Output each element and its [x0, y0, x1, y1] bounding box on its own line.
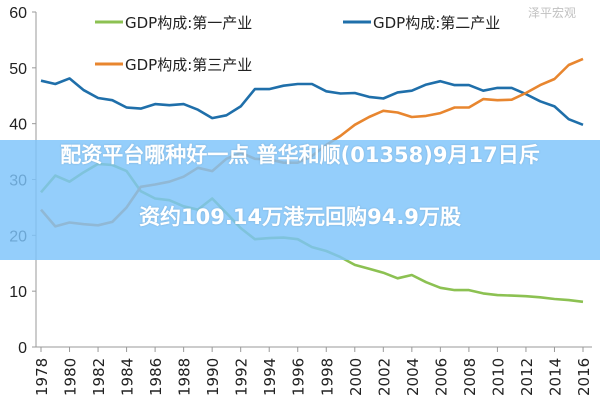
x-tick-label: 1996 [290, 358, 308, 396]
x-tick-label: 2014 [546, 358, 564, 396]
legend-label: GDP构成:第二产业 [373, 14, 500, 32]
x-tick-label: 1990 [204, 358, 222, 396]
y-tick-label: 60 [9, 5, 27, 22]
watermark: 泽平宏观 [528, 6, 577, 20]
x-tick-label: 1994 [261, 358, 279, 396]
y-tick-label: 50 [9, 61, 27, 78]
x-tick-label: 2008 [461, 358, 479, 396]
x-tick-label: 2002 [375, 358, 393, 396]
x-tick-label: 2004 [404, 358, 422, 396]
x-tick-label: 2012 [518, 358, 536, 396]
y-tick-label: 40 [9, 117, 27, 134]
x-tick-label: 1978 [33, 358, 51, 396]
x-tick-label: 2016 [575, 358, 593, 396]
x-tick-label: 1998 [318, 358, 336, 396]
x-tick-label: 2000 [347, 358, 365, 396]
series-line-2 [40, 77, 584, 127]
x-tick-label: 1988 [176, 358, 194, 396]
legend-label: GDP构成:第一产业 [125, 14, 252, 32]
headline-line-2: 资约109.14万港元回购94.9万股 [139, 205, 461, 229]
legend-label: GDP构成:第三产业 [125, 56, 252, 74]
x-tick-label: 1980 [62, 358, 80, 396]
headline-banner[interactable]: 配资平台哪种好一点 普华和顺(01358)9月17日斥 资约109.14万港元回… [0, 140, 600, 260]
x-tick-label: 1982 [90, 358, 108, 396]
x-tick-label: 1992 [233, 358, 251, 396]
x-tick-label: 2006 [432, 358, 450, 396]
x-tick-label: 2010 [489, 358, 507, 396]
x-tick-label: 1984 [119, 358, 137, 396]
headline-line-1: 配资平台哪种好一点 普华和顺(01358)9月17日斥 [60, 143, 540, 167]
x-tick-label: 1986 [147, 358, 165, 396]
y-tick-label: 0 [18, 340, 27, 357]
y-tick-label: 10 [9, 284, 27, 301]
